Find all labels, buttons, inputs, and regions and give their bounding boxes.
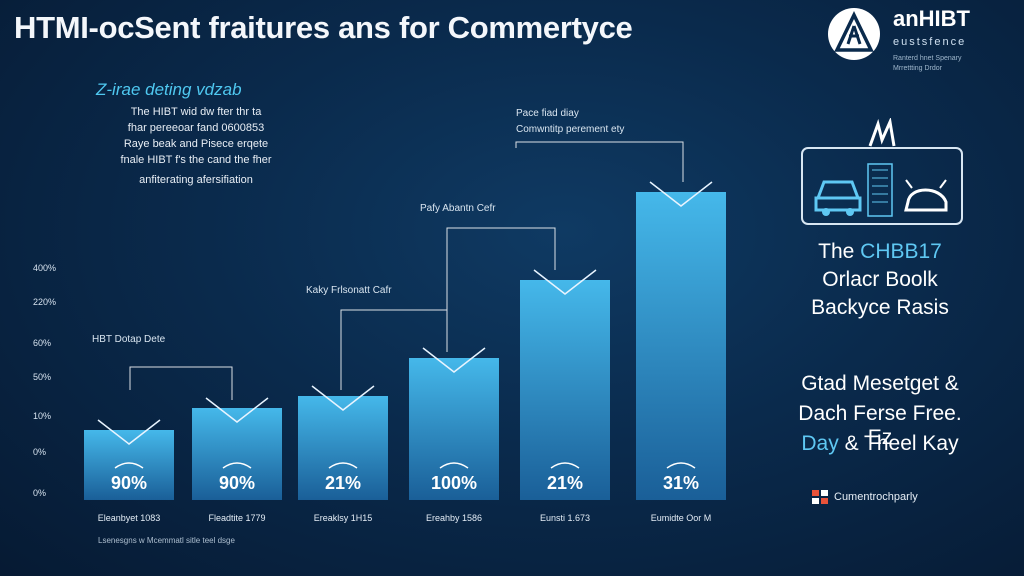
category-label: Ereaklsy 1H15: [314, 513, 373, 523]
intro-line: anfiterating afersifiation: [139, 174, 253, 186]
intro-line: fnale HIBT f's the cand the fher: [120, 154, 272, 166]
y-tick-label: 60%: [33, 338, 51, 348]
panel-body-line: Gtad Mesetget &: [801, 372, 959, 395]
annotation-note: Pace fiad diay: [516, 108, 579, 119]
brand-subtitle: eustsfence: [893, 36, 967, 48]
brand-logo-icon: [828, 8, 880, 60]
y-tick-label: 400%: [33, 263, 56, 273]
bar-spark-icon: [533, 269, 597, 295]
panel-body-line: Day & Theel Kay: [801, 432, 959, 455]
bar-value-label: 21%: [325, 473, 361, 493]
bar-spark-icon: [311, 385, 375, 411]
bar-value-label: 21%: [547, 473, 583, 493]
bar-value-label: 90%: [219, 473, 255, 493]
grid-icon: [812, 490, 828, 504]
intro-line: fhar pereeoar fand 0600853: [127, 122, 265, 134]
bar: [298, 396, 388, 500]
y-tick-label: 50%: [33, 372, 51, 382]
bar-spark-icon: [97, 419, 161, 445]
annotation-note: Kaky Frlsonatt Cafr: [306, 285, 392, 296]
panel-title-line: Orlacr Boolk: [822, 268, 938, 291]
bar-value-label: 90%: [111, 473, 147, 493]
bar-arc-icon: [114, 462, 144, 469]
footnote: Lsenesgns w Mcemmatl sitle teel dsge: [98, 536, 235, 545]
y-tick-label: 220%: [33, 297, 56, 307]
category-label: Eleanbyet 1083: [98, 513, 161, 523]
bar: [409, 358, 499, 500]
bar: [84, 430, 174, 500]
bar-value-label: 31%: [663, 473, 699, 493]
y-tick-label: 0%: [33, 488, 46, 498]
panel-footer-label: Cumentrochparly: [834, 491, 918, 503]
annotation-note: Pafy Abantn Cefr: [420, 203, 496, 214]
intro-line: The HIBT wid dw fter thr ta: [130, 106, 262, 118]
bar-arc-icon: [222, 462, 252, 469]
annotation-note: HBT Dotap Dete: [92, 334, 166, 345]
bar-arc-icon: [550, 462, 580, 469]
bar-arc-icon: [328, 462, 358, 469]
bar-arc-icon: [439, 462, 469, 469]
bar: [192, 408, 282, 500]
vehicle-panel-icon: [801, 118, 963, 225]
annotation-note: Comwntitp perement ety: [516, 124, 625, 135]
category-label: Ereahby 1586: [426, 513, 482, 523]
page-title: HTMI-ocSent fraitures ans for Commertyce: [14, 10, 633, 45]
bar: [520, 280, 610, 500]
bar-spark-icon: [422, 347, 486, 373]
bar-spark-icon: [205, 397, 269, 423]
panel-title-line: Backyce Rasis: [811, 296, 949, 319]
bar-value-label: 100%: [431, 473, 477, 493]
y-tick-label: 0%: [33, 447, 46, 457]
annotation-connectors: [129, 141, 684, 400]
brand-tagline: Ranterd hnet Spenary: [893, 55, 962, 62]
y-tick-label: 10%: [33, 411, 51, 421]
brand-name: anHIBT: [893, 6, 970, 31]
panel-body-line: Dach Ferse Free. Ez: [798, 402, 962, 449]
brand-tagline: Mrrettting Drdor: [893, 65, 943, 72]
category-label: Eunsti 1.673: [540, 513, 590, 523]
bar: [636, 192, 726, 500]
bar-spark-icon: [649, 181, 713, 207]
category-label: Fleadtite 1779: [208, 513, 265, 523]
panel-footer: Cumentrochparly: [812, 490, 918, 504]
bar-arc-icon: [666, 462, 696, 469]
intro-line: Raye beak and Pisece erqete: [123, 138, 269, 150]
panel-title-line: The CHBB17: [818, 240, 942, 263]
category-label: Eumidte Oor M: [651, 513, 712, 523]
intro-title: Z-irae deting vdzab: [96, 80, 242, 99]
